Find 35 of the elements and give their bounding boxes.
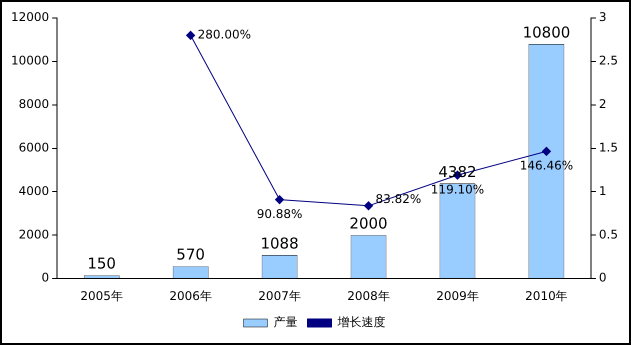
data-label: 90.88% (256, 206, 302, 221)
y2-tick-label: 3 (598, 10, 607, 24)
data-label: 570 (176, 246, 205, 264)
data-label: 10800 (522, 23, 570, 42)
y-tick-label: 0 (42, 270, 50, 285)
data-label: 280.00% (198, 28, 251, 42)
data-label: 1088 (260, 234, 299, 252)
data-label: 119.10% (430, 182, 484, 196)
y2-tick-label: 1.5 (598, 140, 618, 154)
y-tick-label: 8000 (18, 96, 50, 111)
x-tick-label: 2008年 (347, 288, 390, 303)
legend-label: 增长速度 (336, 315, 386, 330)
point (275, 195, 284, 204)
x-tick-label: 2007年 (258, 288, 301, 303)
y-tick-label: 4000 (18, 184, 50, 198)
data-label: 150 (87, 254, 116, 273)
y-tick-label: 2000 (18, 227, 50, 242)
y2-tick-label: 1 (598, 184, 607, 198)
data-label: 146.46% (520, 158, 574, 172)
data-label: 2000 (349, 214, 388, 233)
point (186, 30, 196, 40)
x-tick-label: 2010年 (525, 288, 568, 303)
x-tick-label: 2005年 (80, 288, 123, 303)
point (364, 201, 374, 210)
point (542, 146, 551, 156)
y2-tick-label: 0.5 (598, 227, 618, 242)
legend-label: 产量 (274, 315, 298, 330)
x-tick-label: 2009年 (436, 288, 479, 303)
y-tick-label: 12000 (10, 10, 50, 24)
y2-tick-label: 2 (598, 96, 607, 111)
x-tick-label: 2006年 (169, 288, 212, 303)
y2-tick-label: 2.5 (598, 54, 618, 68)
y-tick-label: 10000 (10, 54, 50, 68)
y-tick-label: 6000 (18, 140, 50, 154)
y2-tick-label: 0 (598, 270, 607, 285)
